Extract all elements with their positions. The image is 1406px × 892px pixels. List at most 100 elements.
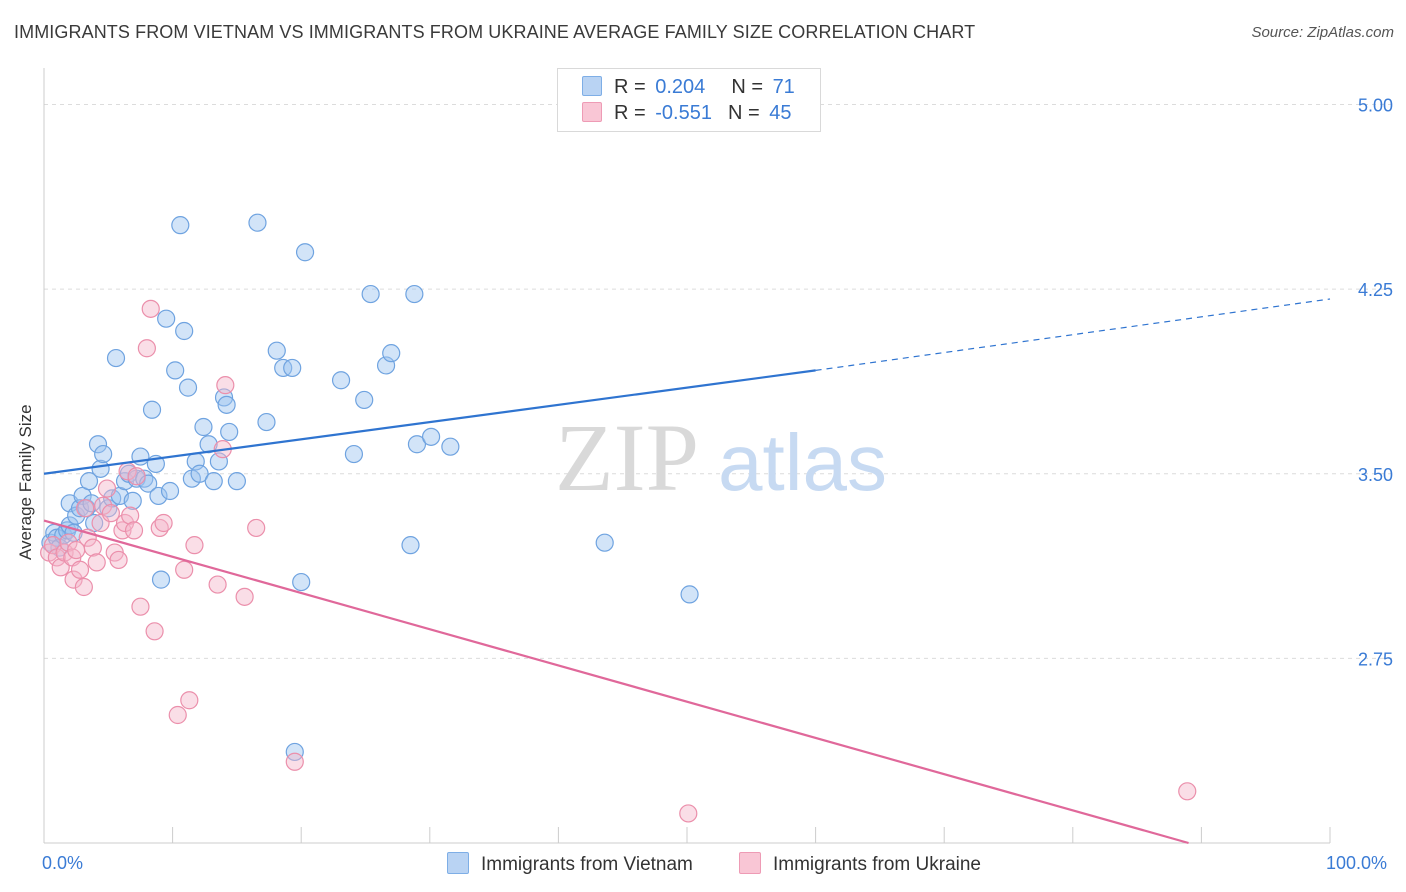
vietnam-point: [190, 464, 209, 483]
y-axis-label: Average Family Size: [16, 404, 35, 560]
y-tick-label: 3.50: [1358, 465, 1393, 485]
vietnam-point: [405, 284, 424, 304]
x-tick-min: 0.0%: [42, 853, 84, 873]
ukraine-n-value: 45: [769, 102, 792, 124]
vietnam-point: [88, 435, 108, 454]
vietnam-point: [149, 486, 168, 506]
vietnam-point: [292, 572, 311, 592]
chart-title: IMMIGRANTS FROM VIETNAM VS IMMIGRANTS FR…: [14, 22, 976, 42]
ukraine-point: [87, 553, 106, 572]
ukraine-point: [208, 575, 227, 594]
ukraine-legend-label: Immigrants from Ukraine: [773, 854, 981, 875]
vietnam-point: [421, 427, 441, 446]
vietnam-point: [157, 309, 176, 328]
vietnam-point: [283, 358, 302, 378]
ukraine-point: [124, 521, 144, 540]
ukraine-point: [74, 577, 93, 597]
ukraine-point: [180, 691, 199, 710]
legend-n-label: N =: [727, 102, 760, 124]
x-tick-max: 100.0%: [1326, 853, 1388, 873]
vietnam-point: [123, 491, 142, 510]
vietnam-point: [680, 585, 699, 604]
watermark: ZIP atlas: [555, 404, 887, 511]
vietnam-point: [401, 536, 420, 555]
vietnam-point: [94, 444, 113, 464]
ukraine-point: [83, 538, 102, 557]
vietnam-trend-line: [43, 369, 816, 475]
ukraine-point: [59, 533, 78, 552]
y-tick-label: 2.75: [1358, 649, 1393, 669]
ukraine-trend-line: [43, 519, 1189, 845]
vietnam-point: [194, 417, 213, 437]
correlation-legend: R = 0.204 N = 71 R = -0.551 N = 45: [557, 68, 821, 132]
ukraine-point: [64, 570, 83, 589]
vietnam-point: [220, 422, 239, 442]
vietnam-n-value: 71: [772, 76, 795, 98]
ukraine-point: [1178, 782, 1197, 801]
vietnam-point: [227, 472, 246, 491]
vietnam-point: [166, 361, 185, 380]
vietnam-point: [355, 390, 374, 410]
ukraine-point: [76, 499, 95, 518]
grid-lines: [44, 104, 1395, 659]
watermark-zip: ZIP: [555, 404, 699, 511]
vietnam-swatch-icon: [582, 76, 602, 96]
ukraine-point: [145, 622, 164, 641]
vietnam-point: [382, 344, 401, 363]
vietnam-point: [91, 459, 110, 478]
legend-row-vietnam: R = 0.204 N = 71: [582, 76, 795, 100]
ukraine-legend-icon: [739, 852, 761, 874]
vietnam-point: [595, 533, 614, 552]
ukraine-r-value: -0.551: [655, 102, 712, 124]
ukraine-point: [121, 506, 140, 525]
ukraine-point: [285, 752, 304, 771]
ukraine-point: [127, 467, 146, 486]
y-tick-label: 5.00: [1358, 96, 1393, 116]
vietnam-legend-icon: [447, 852, 469, 874]
vietnam-point: [295, 243, 315, 262]
vietnam-point: [361, 284, 380, 304]
ukraine-point: [94, 496, 113, 515]
ukraine-point: [141, 299, 160, 318]
source-label: Source: ZipAtlas.com: [1251, 24, 1394, 41]
vietnam-point: [257, 412, 276, 432]
vietnam-trend-extension: [815, 298, 1331, 371]
vietnam-point: [151, 570, 171, 589]
ukraine-point: [235, 587, 254, 606]
vietnam-point: [160, 481, 180, 501]
legend-r-label: R =: [614, 102, 646, 124]
ukraine-point: [168, 705, 187, 725]
vietnam-point: [331, 371, 351, 390]
watermark-atlas: atlas: [718, 418, 887, 507]
bottom-legend-ukraine: Immigrants from Ukraine: [739, 852, 981, 876]
vietnam-point: [267, 341, 286, 360]
vietnam-point: [285, 742, 304, 762]
vietnam-r-value: 0.204: [655, 76, 706, 98]
ukraine-point: [247, 518, 266, 538]
bottom-legend-vietnam: Immigrants from Vietnam: [447, 852, 693, 876]
ukraine-point: [679, 804, 698, 823]
legend-n-label: N =: [731, 76, 763, 98]
legend-row-ukraine: R = -0.551 N = 45: [582, 102, 791, 126]
vietnam-legend-label: Immigrants from Vietnam: [481, 854, 693, 875]
ukraine-point: [101, 504, 120, 523]
ukraine-swatch-icon: [582, 102, 602, 122]
vietnam-point: [171, 216, 190, 235]
vietnam-point: [204, 472, 223, 491]
ukraine-point: [175, 560, 194, 579]
vietnam-point: [248, 213, 267, 232]
ukraine-point: [70, 560, 90, 579]
vietnam-point: [142, 400, 162, 419]
vietnam-point: [106, 348, 126, 368]
ukraine-points: [40, 299, 1197, 823]
legend-r-label: R =: [614, 76, 646, 98]
y-tick-label: 4.25: [1358, 280, 1393, 300]
ukraine-point: [131, 597, 150, 616]
ukraine-point: [97, 479, 117, 498]
vietnam-point: [217, 395, 236, 414]
vietnam-point: [441, 437, 460, 456]
vietnam-point: [344, 444, 364, 464]
ukraine-point: [154, 513, 173, 533]
ukraine-point: [185, 536, 204, 555]
ukraine-point: [51, 558, 70, 577]
